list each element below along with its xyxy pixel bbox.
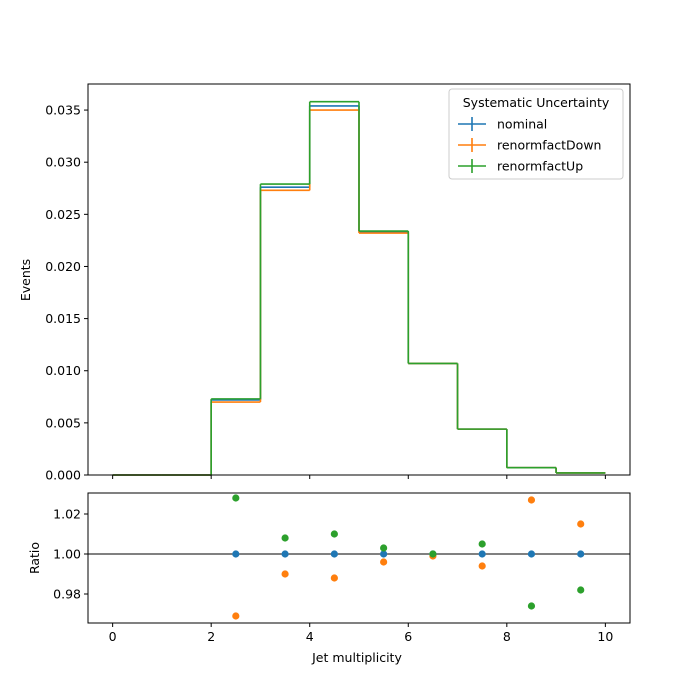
x-tick-label-3: 6 [404,629,412,644]
ratio-point-nominal-0 [232,550,240,558]
ratio-point-renormfactUp-7 [577,586,585,594]
ratio-point-renormfactDown-1 [281,570,289,578]
ratio-point-renormfactUp-3 [380,544,388,552]
main-panel: 0.000 0.005 0.010 0.015 0.020 0.025 0.030 0.035… [18,83,631,483]
ratio-point-nominal-6 [527,550,536,558]
main-y-tick-label-4: 0.020 [45,259,81,274]
ratio-panel: 0.98 1.00 1.02 0 2 4 6 8 10 Ratio Jet multiplici… [27,492,631,665]
ratio-point-nominal-2 [330,550,338,558]
ratio-point-renormfactUp-6 [527,602,536,610]
main-y-axis-label: Events [18,259,33,301]
ratio-ticks-group: 0.98 1.00 1.02 0 2 4 6 8 10 [53,507,613,645]
main-y-tick-label-0: 0.000 [45,468,81,483]
x-tick-label-1: 2 [207,629,215,644]
legend-entry-renormfactUp: renormfactUp [458,159,583,174]
legend-label-renormfactDown: renormfactDown [497,138,601,153]
main-ticks-group: 0.000 0.005 0.010 0.015 0.020 0.025 0.030 0.035 [45,103,606,483]
legend-entry-renormfactDown: renormfactDown [458,138,601,153]
legend-title: Systematic Uncertainty [463,95,610,110]
ratio-point-nominal-7 [577,550,585,558]
ratio-point-renormfactDown-6 [527,496,536,504]
legend-entries: nominal renormfactDown renormfactUp [458,117,601,174]
x-tick-label-4: 8 [503,629,511,644]
ratio-y-tick-label-2: 1.02 [53,507,81,522]
ratio-point-renormfactDown-5 [478,562,486,570]
ratio-point-renormfactDown-3 [380,558,388,566]
ratio-point-nominal-5 [478,550,486,558]
ratio-point-renormfactDown-7 [577,520,585,528]
main-y-tick-label-5: 0.025 [45,207,81,222]
legend-label-renormfactUp: renormfactUp [497,159,583,174]
main-y-tick-label-6: 0.030 [45,155,81,170]
ratio-point-nominal-3 [380,550,388,558]
ratio-point-renormfactDown-0 [232,612,240,620]
ratio-y-tick-label-0: 0.98 [53,587,81,602]
ratio-series-group [88,494,630,620]
x-tick-label-0: 0 [109,629,117,644]
main-y-tick-label-3: 0.015 [45,311,81,326]
ratio-point-renormfactUp-2 [330,530,338,538]
x-tick-label-5: 10 [597,629,613,644]
ratio-point-nominal-1 [281,550,289,558]
ratio-point-renormfactUp-4 [429,550,437,558]
ratio-point-renormfactUp-1 [281,534,289,542]
ratio-series-renormfactDown [232,496,585,620]
x-axis-label: Jet multiplicity [311,650,402,665]
ratio-y-tick-label-1: 1.00 [53,547,81,562]
main-plot-frame [87,83,631,476]
main-y-tick-label-2: 0.010 [45,363,81,378]
legend: Systematic Uncertainty nominal renormfact… [448,88,624,180]
ratio-point-renormfactUp-0 [232,494,240,502]
x-tick-label-2: 4 [306,629,314,644]
ratio-point-renormfactDown-2 [330,574,338,582]
legend-label-nominal: nominal [497,117,547,132]
ratio-point-renormfactUp-5 [478,540,486,548]
ratio-series-renormfactUp [232,494,585,610]
ratio-plot-frame [87,492,631,624]
ratio-y-axis-label: Ratio [27,542,42,574]
legend-entry-nominal: nominal [458,117,547,132]
main-y-tick-label-7: 0.035 [45,103,81,118]
main-y-tick-label-1: 0.005 [45,415,81,430]
legend-box [448,88,624,180]
